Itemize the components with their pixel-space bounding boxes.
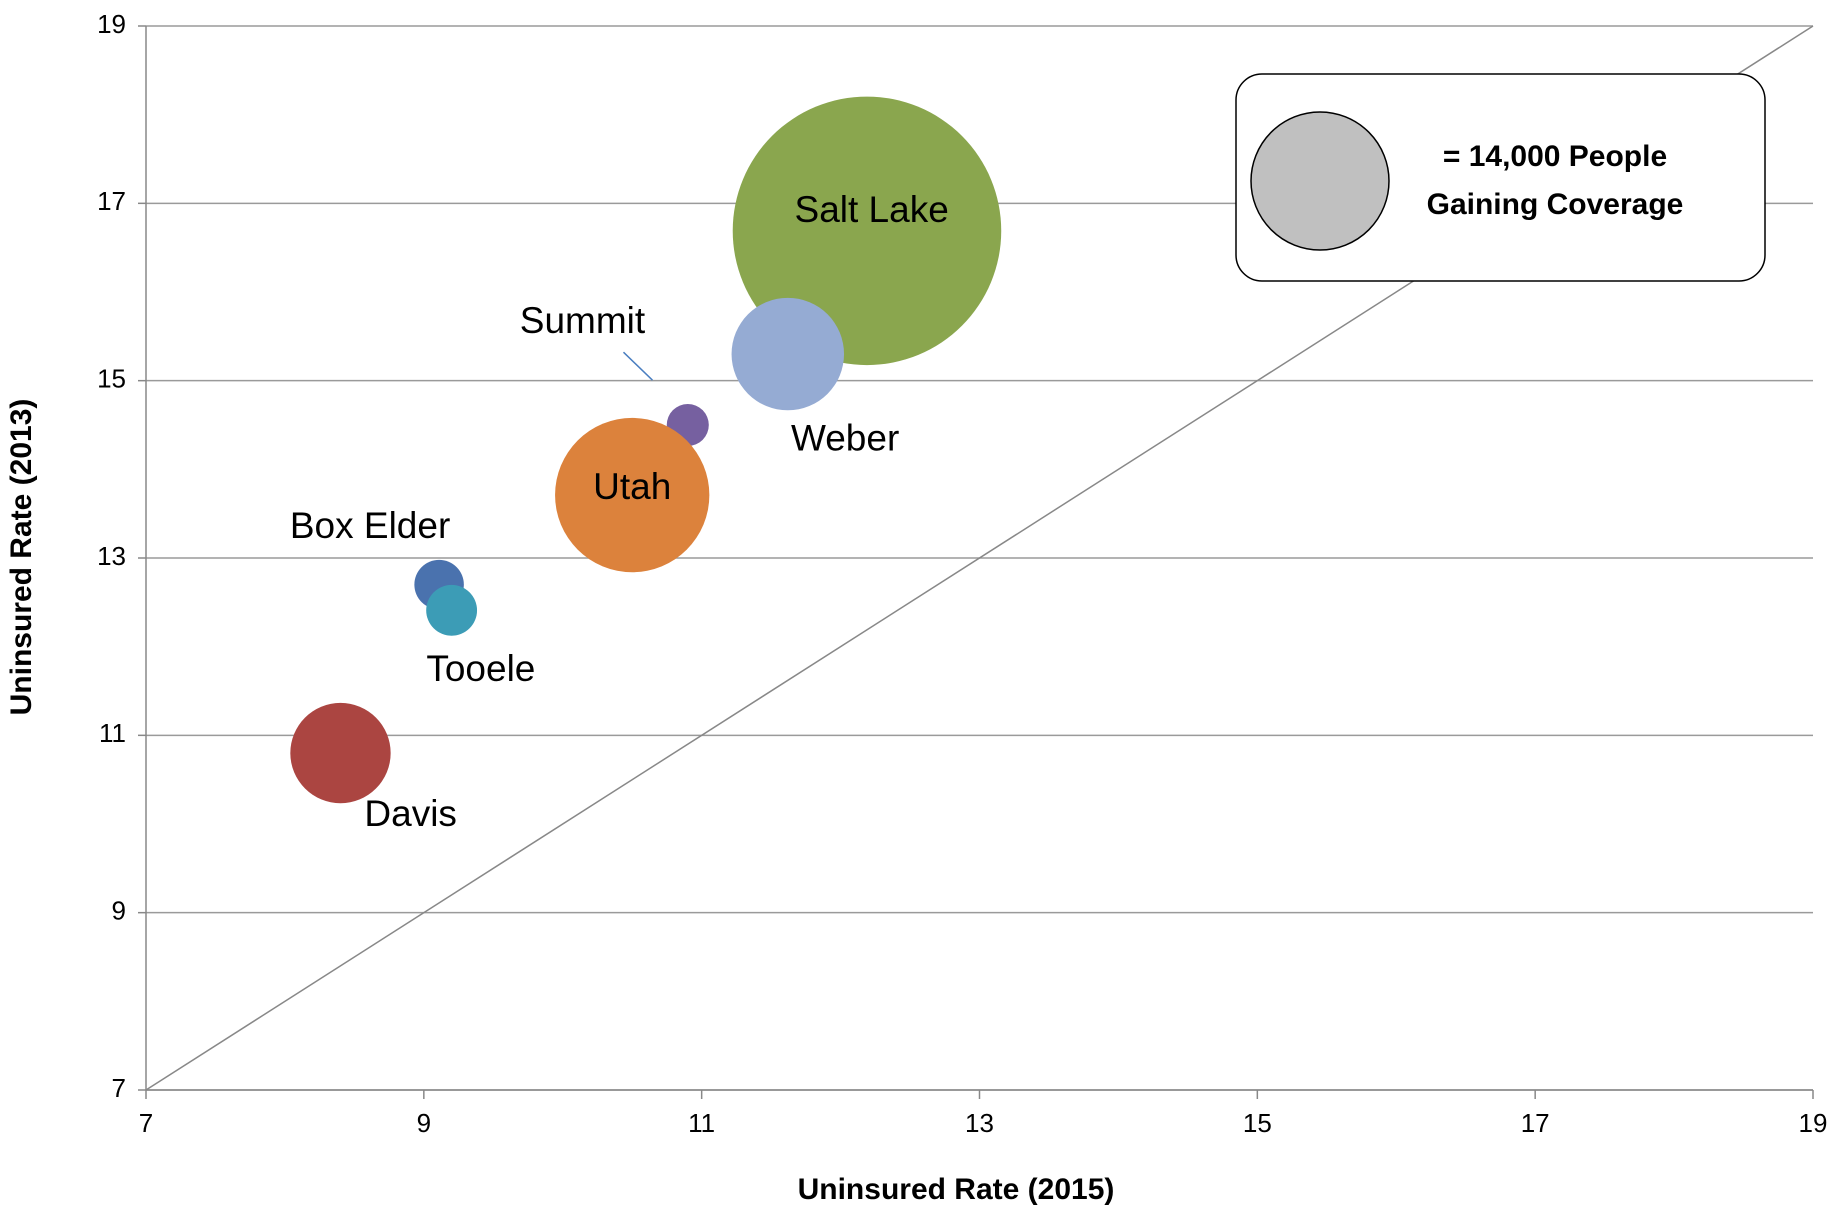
- x-tick-label: 17: [1521, 1108, 1550, 1138]
- bubble: [732, 96, 1002, 366]
- y-tick-label: 9: [112, 896, 126, 926]
- point-label: Utah: [593, 466, 671, 507]
- point-label: Salt Lake: [795, 189, 949, 230]
- bubble: [555, 417, 710, 573]
- legend-text: = 14,000 People: [1443, 140, 1667, 173]
- x-axis-title: Uninsured Rate (2015): [798, 1173, 1115, 1206]
- y-axis-title: Uninsured Rate (2013): [5, 399, 38, 716]
- leader-line: [622, 351, 653, 381]
- y-tick-label: 13: [97, 541, 126, 571]
- bubble: [731, 297, 845, 411]
- point-label: Tooele: [426, 648, 535, 689]
- bubble: [290, 702, 391, 804]
- bubble: [426, 584, 478, 636]
- legend-bubble: [1250, 111, 1390, 251]
- point-label: Davis: [364, 793, 457, 834]
- legend-text: Gaining Coverage: [1427, 188, 1684, 221]
- point-label: Box Elder: [290, 505, 450, 546]
- x-tick-label: 9: [417, 1108, 431, 1138]
- y-tick-label: 19: [97, 9, 126, 39]
- y-tick-label: 7: [112, 1073, 126, 1103]
- x-tick-label: 11: [688, 1108, 715, 1138]
- y-tick-label: 15: [97, 364, 126, 394]
- y-tick-label: 17: [97, 186, 126, 216]
- x-tick-label: 13: [965, 1108, 994, 1138]
- y-tick-label: 11: [99, 718, 126, 748]
- x-tick-label: 7: [139, 1108, 153, 1138]
- x-tick-label: 15: [1243, 1108, 1272, 1138]
- x-tick-label: 19: [1799, 1108, 1828, 1138]
- point-label: Summit: [520, 300, 646, 341]
- point-label: Weber: [791, 417, 899, 458]
